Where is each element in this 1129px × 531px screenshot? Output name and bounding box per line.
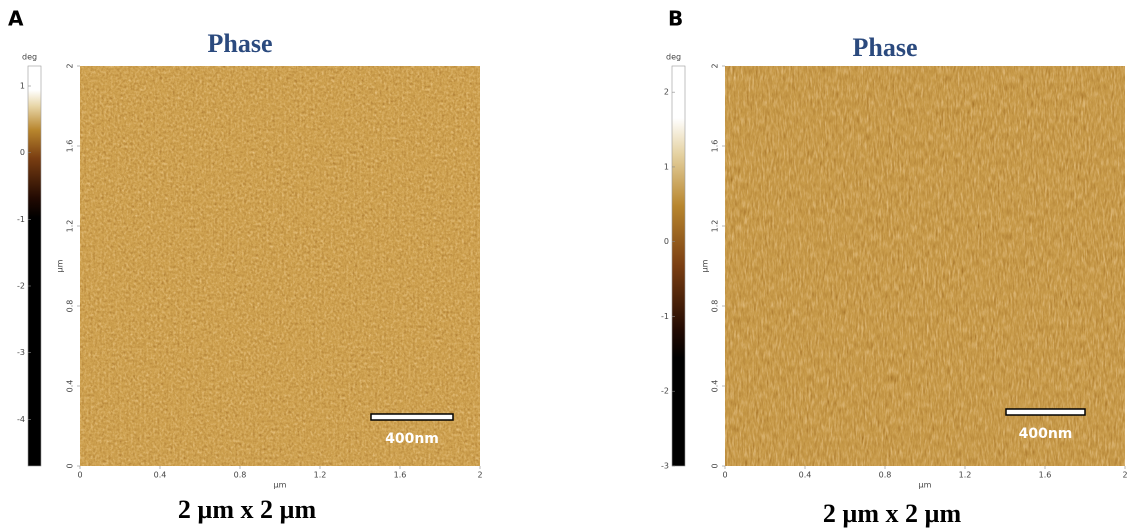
colorbar xyxy=(671,65,686,467)
x-tick-label: 0.4 xyxy=(154,471,167,480)
y-tick-label: 0.4 xyxy=(711,380,720,393)
y-tick-label: 0.8 xyxy=(711,300,720,313)
x-tick-label: 0 xyxy=(77,471,82,480)
colorbar-tick-label: 0 xyxy=(20,148,25,157)
colorbar-tick-label: 0 xyxy=(664,237,669,246)
scale-bar xyxy=(370,413,454,421)
colorbar-tick-label: -3 xyxy=(17,348,25,357)
x-tick-label: 0.8 xyxy=(879,471,892,480)
y-tick-label: 1.6 xyxy=(66,140,75,153)
panel-title: Phase xyxy=(853,33,918,62)
colorbar-unit: deg xyxy=(22,53,37,62)
y-axis-label: µm xyxy=(701,259,710,272)
colorbar-tick-label: -3 xyxy=(661,462,669,471)
scale-bar xyxy=(1005,408,1086,416)
y-axis-label: µm xyxy=(56,259,65,272)
colorbar-tick-label: -1 xyxy=(661,312,669,321)
panel-label: B xyxy=(668,7,683,31)
x-axis-label: µm xyxy=(919,481,932,490)
colorbar-tick-label: -2 xyxy=(17,282,25,291)
panel-label: A xyxy=(8,7,24,31)
afm-image xyxy=(80,66,480,466)
caption: 2 µm x 2 µm xyxy=(178,495,317,524)
x-tick-label: 1.6 xyxy=(394,471,407,480)
y-tick-label: 0 xyxy=(66,463,75,468)
y-tick-label: 1.6 xyxy=(711,140,720,153)
x-tick-label: 1.6 xyxy=(1039,471,1052,480)
x-tick-label: 0.8 xyxy=(234,471,247,480)
panel-title: Phase xyxy=(208,29,273,58)
colorbar-tick-label: 1 xyxy=(20,82,25,91)
colorbar-unit: deg xyxy=(666,53,681,62)
scale-bar-label: 400nm xyxy=(1019,426,1073,442)
y-tick-label: 2 xyxy=(711,63,720,68)
colorbar-tick-label: -4 xyxy=(17,415,25,424)
scale-bar-label: 400nm xyxy=(385,431,439,447)
x-tick-label: 2 xyxy=(1122,471,1127,480)
colorbar-tick-label: 1 xyxy=(664,162,669,171)
x-tick-label: 1.2 xyxy=(959,471,972,480)
y-tick-label: 1.2 xyxy=(66,220,75,233)
y-tick-label: 0 xyxy=(711,463,720,468)
x-tick-label: 0.4 xyxy=(799,471,812,480)
caption: 2 µm x 2 µm xyxy=(823,499,962,528)
x-tick-label: 1.2 xyxy=(314,471,327,480)
colorbar-tick-label: 2 xyxy=(664,88,669,97)
afm-image xyxy=(725,66,1125,466)
colorbar-tick-label: -2 xyxy=(661,387,669,396)
x-tick-label: 2 xyxy=(477,471,482,480)
x-tick-label: 0 xyxy=(722,471,727,480)
y-tick-label: 2 xyxy=(66,63,75,68)
colorbar-tick-label: -1 xyxy=(17,215,25,224)
y-tick-label: 0.8 xyxy=(66,300,75,313)
colorbar xyxy=(27,65,42,467)
y-tick-label: 0.4 xyxy=(66,380,75,393)
x-axis-label: µm xyxy=(274,481,287,490)
y-tick-label: 1.2 xyxy=(711,220,720,233)
